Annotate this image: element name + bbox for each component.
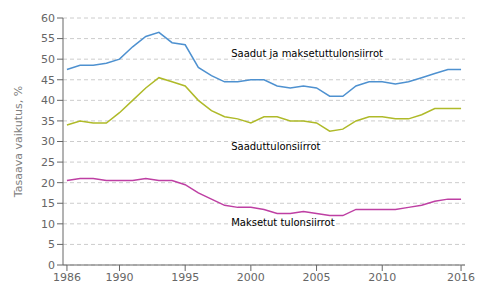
svg-text:40: 40 (41, 94, 55, 107)
svg-text:10: 10 (41, 218, 55, 231)
svg-text:50: 50 (41, 53, 55, 66)
svg-text:2016: 2016 (447, 271, 475, 284)
svg-text:25: 25 (41, 156, 55, 169)
svg-text:Tasaava vaikutus, %: Tasaava vaikutus, % (12, 86, 25, 198)
svg-text:5: 5 (48, 238, 55, 251)
svg-text:1990: 1990 (105, 271, 133, 284)
svg-text:15: 15 (41, 197, 55, 210)
svg-text:Saadut ja maksetuttulonsiirrot: Saadut ja maksetuttulonsiirrot (231, 48, 383, 59)
svg-text:2010: 2010 (368, 271, 396, 284)
svg-text:35: 35 (41, 115, 55, 128)
svg-text:1986: 1986 (53, 271, 81, 284)
svg-text:55: 55 (41, 32, 55, 45)
svg-text:0: 0 (48, 259, 55, 272)
svg-text:1995: 1995 (171, 271, 199, 284)
svg-text:60: 60 (41, 12, 55, 25)
svg-text:2005: 2005 (303, 271, 331, 284)
svg-text:Saaduttulonsiirrot: Saaduttulonsiirrot (231, 141, 320, 152)
svg-text:45: 45 (41, 74, 55, 87)
svg-text:20: 20 (41, 177, 55, 190)
svg-text:2000: 2000 (237, 271, 265, 284)
svg-text:30: 30 (41, 135, 55, 148)
svg-text:Maksetut tulonsiirrot: Maksetut tulonsiirrot (231, 217, 334, 228)
